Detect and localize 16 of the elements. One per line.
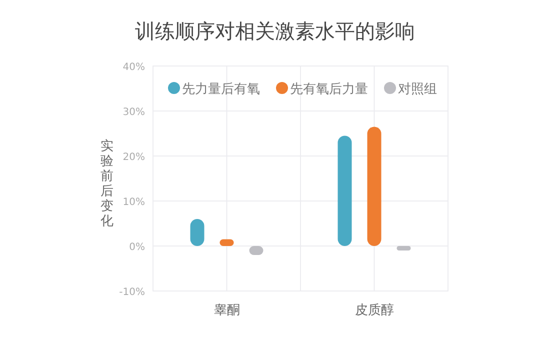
bar [367,126,382,246]
y-tick-label: 40% [122,62,145,73]
x-tick-label: 皮质醇 [354,303,394,318]
legend-label: 先力量后有氧 [182,82,260,97]
x-tick-label: 睾酮 [214,303,240,318]
y-tick-label: 0% [129,242,145,253]
y-tick-label: 10% [122,197,145,208]
chart-title: 训练顺序对相关激素水平的影响 [135,19,415,43]
y-tick-label: -10% [119,287,145,298]
y-axis-title: 实验前后变化 [100,139,114,229]
legend-label: 先有氧后力量 [290,82,368,97]
bar [338,136,352,246]
legend-label: 对照组 [398,82,437,97]
y-tick-label: 30% [122,107,145,118]
bar [396,246,411,250]
y-tick-label: 20% [122,152,145,163]
